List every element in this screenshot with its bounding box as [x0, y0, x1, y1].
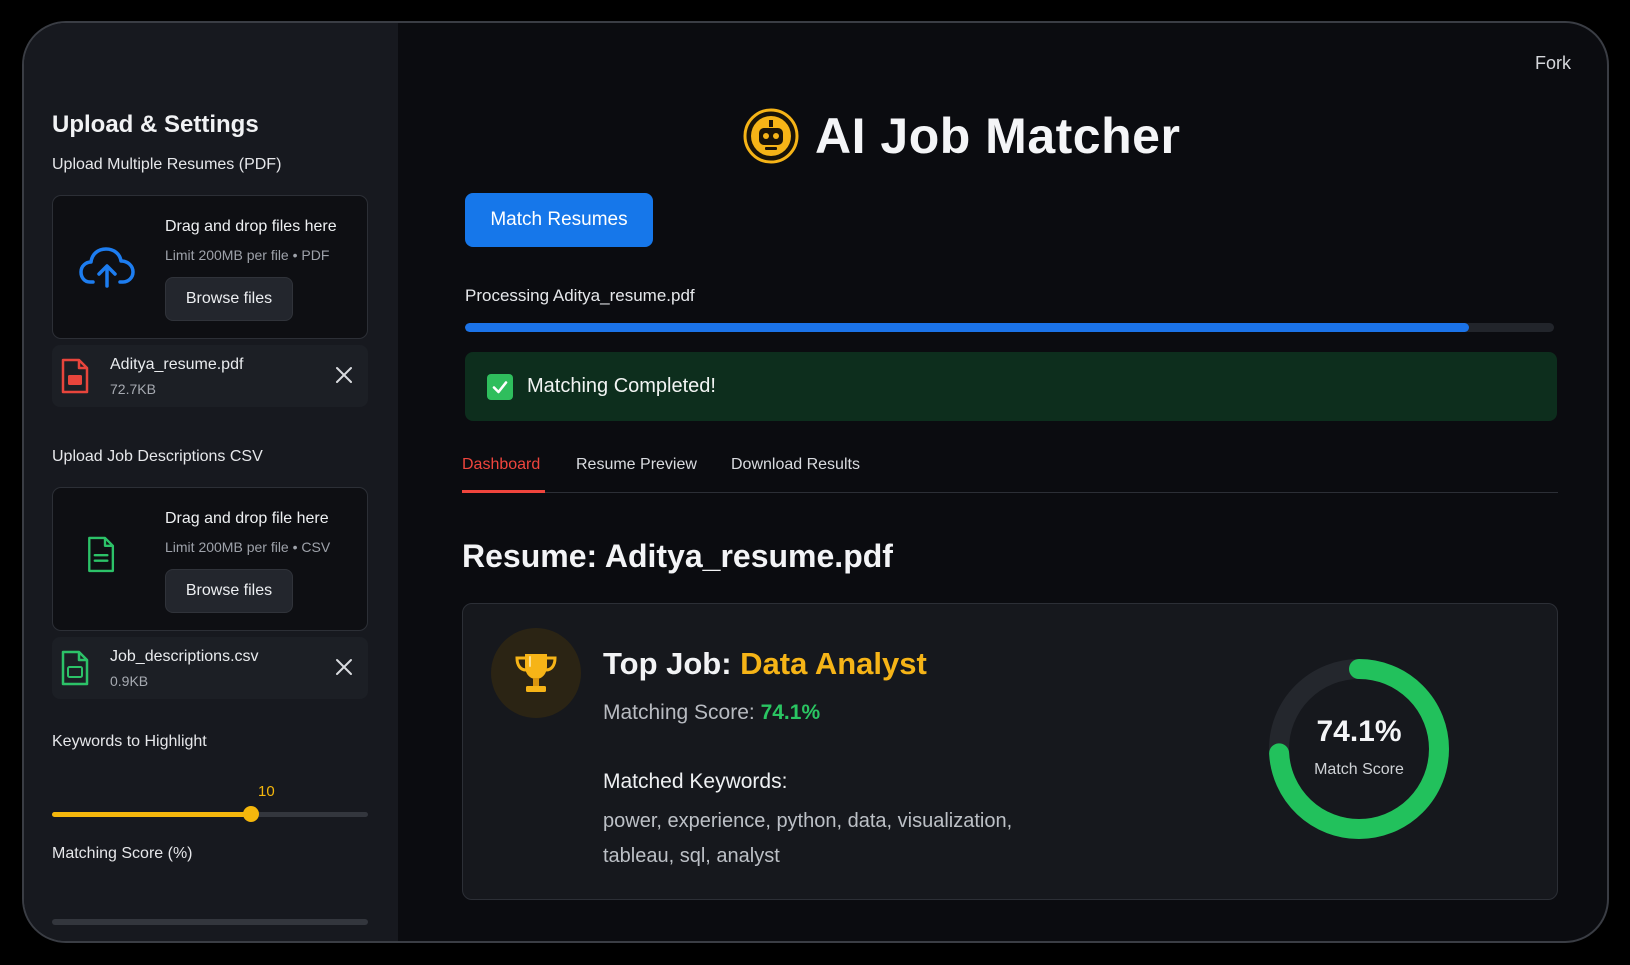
matching-score-value: 74.1% [760, 701, 821, 724]
sidebar: Upload & Settings Upload Multiple Resume… [24, 23, 398, 941]
resume-file-name: Aditya_resume.pdf [110, 356, 244, 373]
job-file-name: Job_descriptions.csv [110, 648, 259, 665]
matching-score-prefix: Matching Score: [603, 701, 761, 724]
trophy-icon [515, 654, 557, 692]
job-dropzone[interactable]: Drag and drop file here Limit 200MB per … [52, 487, 368, 631]
top-job-heading: Top Job: Data Analyst [603, 646, 927, 682]
close-icon[interactable] [334, 657, 354, 677]
dropzone-title: Drag and drop file here [165, 510, 329, 527]
donut-value: 74.1% [1316, 715, 1402, 748]
result-card: Top Job: Data Analyst Matching Score: 74… [462, 603, 1558, 900]
robot-icon [743, 108, 799, 164]
job-file-size: 0.9KB [110, 673, 149, 689]
matched-keywords-heading: Matched Keywords: [603, 770, 788, 793]
match-resumes-button[interactable]: Match Resumes [465, 193, 653, 247]
top-job-title: Data Analyst [740, 646, 927, 681]
sidebar-title: Upload & Settings [52, 111, 259, 138]
document-icon [88, 536, 115, 573]
uploaded-job-file: Job_descriptions.csv 0.9KB [52, 637, 368, 699]
browse-jobs-button[interactable]: Browse files [165, 569, 293, 613]
donut-arc [1269, 659, 1449, 839]
pdf-file-icon [61, 358, 89, 394]
tab-download-results[interactable]: Download Results [731, 456, 860, 473]
matching-score-line: Matching Score: 74.1% [603, 701, 820, 725]
top-job-prefix: Top Job: [603, 646, 741, 681]
keywords-slider-value: 10 [258, 783, 275, 800]
dropzone-limit: Limit 200MB per file • CSV [165, 539, 331, 555]
success-alert: Matching Completed! [465, 352, 1557, 421]
uploaded-resume-file: Aditya_resume.pdf 72.7KB [52, 345, 368, 407]
tab-resume-preview[interactable]: Resume Preview [576, 456, 697, 473]
slider-fill [52, 812, 252, 817]
check-icon [487, 373, 513, 400]
browse-resumes-button[interactable]: Browse files [165, 277, 293, 321]
success-message: Matching Completed! [527, 375, 716, 397]
resume-title: Resume: Aditya_resume.pdf [462, 538, 893, 574]
match-score-donut: 74.1% Match Score [1259, 649, 1459, 849]
active-tab-indicator [462, 490, 545, 493]
app-header: AI Job Matcher [743, 107, 1180, 165]
cloud-upload-icon [79, 247, 135, 288]
jobs-upload-label: Upload Job Descriptions CSV [52, 448, 263, 465]
main-content: Fork AI Job Matcher Match Resumes Proces… [398, 23, 1607, 941]
resume-file-size: 72.7KB [110, 381, 156, 397]
fork-link[interactable]: Fork [1535, 53, 1571, 73]
matched-keywords-list: power, experience, python, data, visuali… [603, 810, 1013, 867]
progress-bar [465, 323, 1554, 332]
app-window: Upload & Settings Upload Multiple Resume… [22, 21, 1609, 943]
dropzone-limit: Limit 200MB per file • PDF [165, 247, 330, 263]
resumes-upload-label: Upload Multiple Resumes (PDF) [52, 156, 282, 173]
progress-fill [465, 323, 1470, 332]
tab-bar: Dashboard Resume Preview Download Result… [462, 451, 1558, 493]
donut-label: Match Score [1314, 761, 1404, 778]
app-title: AI Job Matcher [815, 108, 1181, 164]
resume-dropzone[interactable]: Drag and drop files here Limit 200MB per… [52, 195, 368, 339]
keywords-slider[interactable] [52, 806, 368, 822]
trophy-badge [491, 628, 581, 718]
keywords-slider-label: Keywords to Highlight [52, 733, 207, 750]
tab-dashboard[interactable]: Dashboard [462, 456, 541, 473]
csv-file-icon [61, 650, 89, 686]
matching-score-slider[interactable] [52, 919, 368, 925]
processing-status: Processing Aditya_resume.pdf [465, 286, 695, 305]
close-icon[interactable] [334, 365, 354, 385]
dropzone-title: Drag and drop files here [165, 218, 337, 235]
matching-score-slider-label: Matching Score (%) [52, 845, 193, 862]
slider-handle[interactable] [243, 806, 260, 822]
